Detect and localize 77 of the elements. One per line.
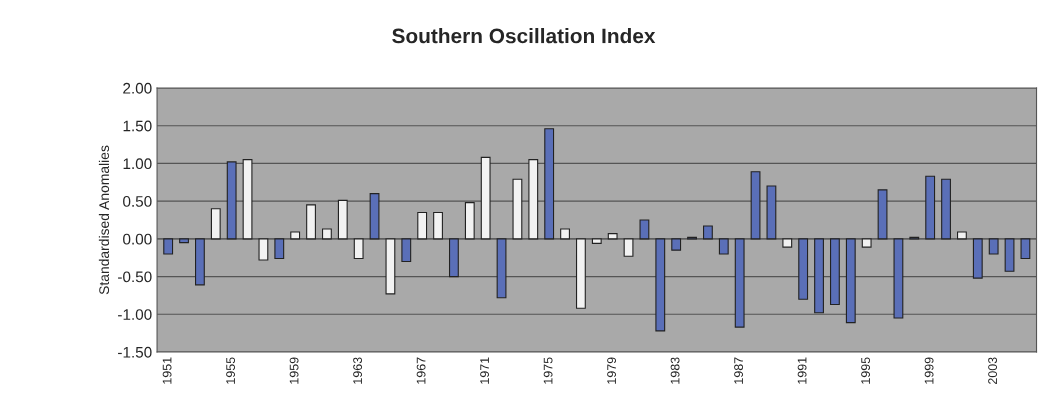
bar — [861, 238, 872, 248]
y-tick-label: 0.00 — [123, 233, 152, 245]
bar — [607, 233, 618, 240]
x-tick-label: 1955 — [226, 357, 236, 384]
bar — [655, 238, 666, 332]
x-tick-label: 1979 — [607, 357, 617, 384]
bar — [591, 238, 602, 244]
bar — [893, 238, 904, 319]
bar — [512, 178, 523, 240]
x-tick-label: 1963 — [353, 357, 363, 384]
bar — [417, 211, 428, 240]
bar — [877, 189, 888, 240]
bar — [258, 238, 269, 261]
x-tick-label: 1983 — [670, 357, 680, 384]
x-tick-label: 2003 — [988, 357, 998, 385]
bar — [385, 238, 396, 295]
bar — [750, 171, 761, 240]
x-tick-label: 1959 — [289, 357, 299, 384]
bar — [496, 238, 507, 299]
bar — [480, 156, 491, 240]
bar — [369, 193, 380, 240]
x-tick-label: 1971 — [480, 357, 490, 384]
bar — [845, 238, 856, 324]
bar — [718, 238, 729, 255]
x-tick-label: 1991 — [797, 357, 807, 384]
y-tick-label: -1.50 — [118, 346, 152, 358]
bar — [639, 219, 650, 240]
bar — [782, 238, 793, 248]
bar — [702, 225, 713, 240]
bar — [464, 202, 475, 240]
bar — [353, 238, 364, 260]
x-tick-label: 1987 — [734, 357, 744, 384]
bar — [337, 199, 348, 240]
x-tick-label: 1999 — [924, 357, 934, 384]
bar — [306, 204, 316, 240]
bar — [401, 238, 412, 263]
bar — [194, 238, 205, 286]
bar — [226, 161, 237, 240]
bar — [163, 238, 174, 255]
x-tick-label: 1975 — [543, 357, 553, 384]
y-tick-label: -1.00 — [118, 309, 152, 320]
bar — [829, 238, 840, 306]
bar — [623, 238, 634, 257]
bar — [766, 185, 777, 240]
bar — [1020, 238, 1031, 260]
bar — [575, 238, 586, 309]
bar — [290, 231, 301, 240]
y-tick-label: 1.00 — [123, 158, 152, 170]
bar — [734, 238, 745, 328]
bar — [544, 128, 555, 240]
y-axis-title: Standardised Anomalies — [98, 145, 110, 295]
bar — [321, 228, 332, 240]
bar — [433, 211, 443, 240]
bar — [560, 228, 570, 240]
bar — [925, 175, 936, 240]
bar — [941, 178, 951, 240]
chart-title: Southern Oscillation Index — [392, 28, 656, 44]
y-tick-label: -0.50 — [118, 271, 152, 283]
y-tick-label: 0.50 — [123, 196, 152, 207]
x-tick-label: 1951 — [162, 357, 172, 384]
bar — [1004, 238, 1015, 272]
bar — [528, 159, 539, 240]
bar — [671, 238, 682, 251]
bar — [814, 238, 824, 314]
y-tick-label: 2.00 — [123, 82, 152, 94]
x-tick-label: 1995 — [861, 357, 871, 384]
x-tick-label: 1967 — [416, 357, 426, 384]
bar — [179, 238, 189, 244]
bar — [956, 231, 967, 240]
bar — [274, 238, 285, 260]
y-tick-label: 1.50 — [123, 120, 152, 132]
bar — [210, 208, 221, 240]
bar — [988, 238, 999, 255]
bar — [798, 238, 809, 300]
bar — [972, 238, 983, 279]
bar — [242, 159, 253, 240]
bar — [448, 238, 459, 278]
